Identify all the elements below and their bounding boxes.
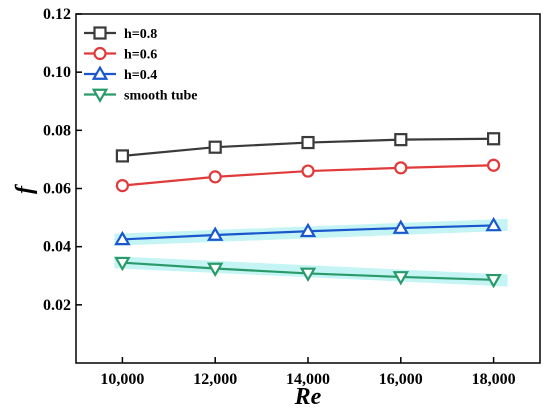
x-tick-label: 18,000 [472,371,516,388]
y-axis-title: f [12,184,38,194]
y-tick-label: 0.02 [43,297,71,314]
y-tick-label: 0.06 [43,181,71,198]
y-axis: 0.02 0.04 0.06 0.08 0.10 0.12 [43,6,82,314]
triangle-up-marker [392,219,410,234]
square-marker [208,140,222,154]
circle-marker [208,170,222,184]
series-markers [114,132,502,289]
square-marker [394,133,408,147]
triangle-up-marker [206,226,224,241]
square-marker [115,149,130,163]
x-axis-title: Re [294,384,322,410]
legend-label: h=0.6 [124,48,157,63]
circle-marker [487,158,501,172]
triangle-down-marker [91,88,109,104]
x-tick-label: 12,000 [193,371,237,388]
legend: h=0.8 h=0.6 h=0.4 smooth tube [84,26,198,104]
square-marker [93,26,107,40]
y-tick-label: 0.08 [43,122,71,139]
plot-frame [75,13,541,364]
triangle-down-marker [114,256,131,272]
x-tick-label: 14,000 [286,371,330,388]
legend-label: h=0.8 [124,27,157,42]
x-tick-label: 10,000 [100,371,144,388]
square-marker [301,135,315,150]
circle-marker [301,164,315,178]
triangle-down-marker [206,262,224,278]
circle-marker [93,46,107,61]
circle-marker [394,161,408,175]
triangle-up-marker [91,65,109,80]
triangle-up-marker [485,216,502,232]
triangle-down-marker [392,271,410,286]
circle-marker [115,178,130,193]
triangle-down-marker [485,273,502,289]
x-tick-label: 16,000 [379,371,423,388]
legend-label: h=0.4 [124,68,157,83]
y-tick-label: 0.04 [43,239,71,256]
y-tick-label: 0.10 [43,64,71,81]
square-marker [487,132,501,146]
triangle-up-marker [114,230,131,246]
series-lines [122,137,494,281]
triangle-up-marker [299,222,317,238]
y-tick-label: 0.12 [43,6,71,23]
triangle-down-marker [299,267,317,282]
x-axis: 10,000 12,000 14,000 16,000 18,000 [100,357,516,388]
legend-label: smooth tube [124,89,198,104]
